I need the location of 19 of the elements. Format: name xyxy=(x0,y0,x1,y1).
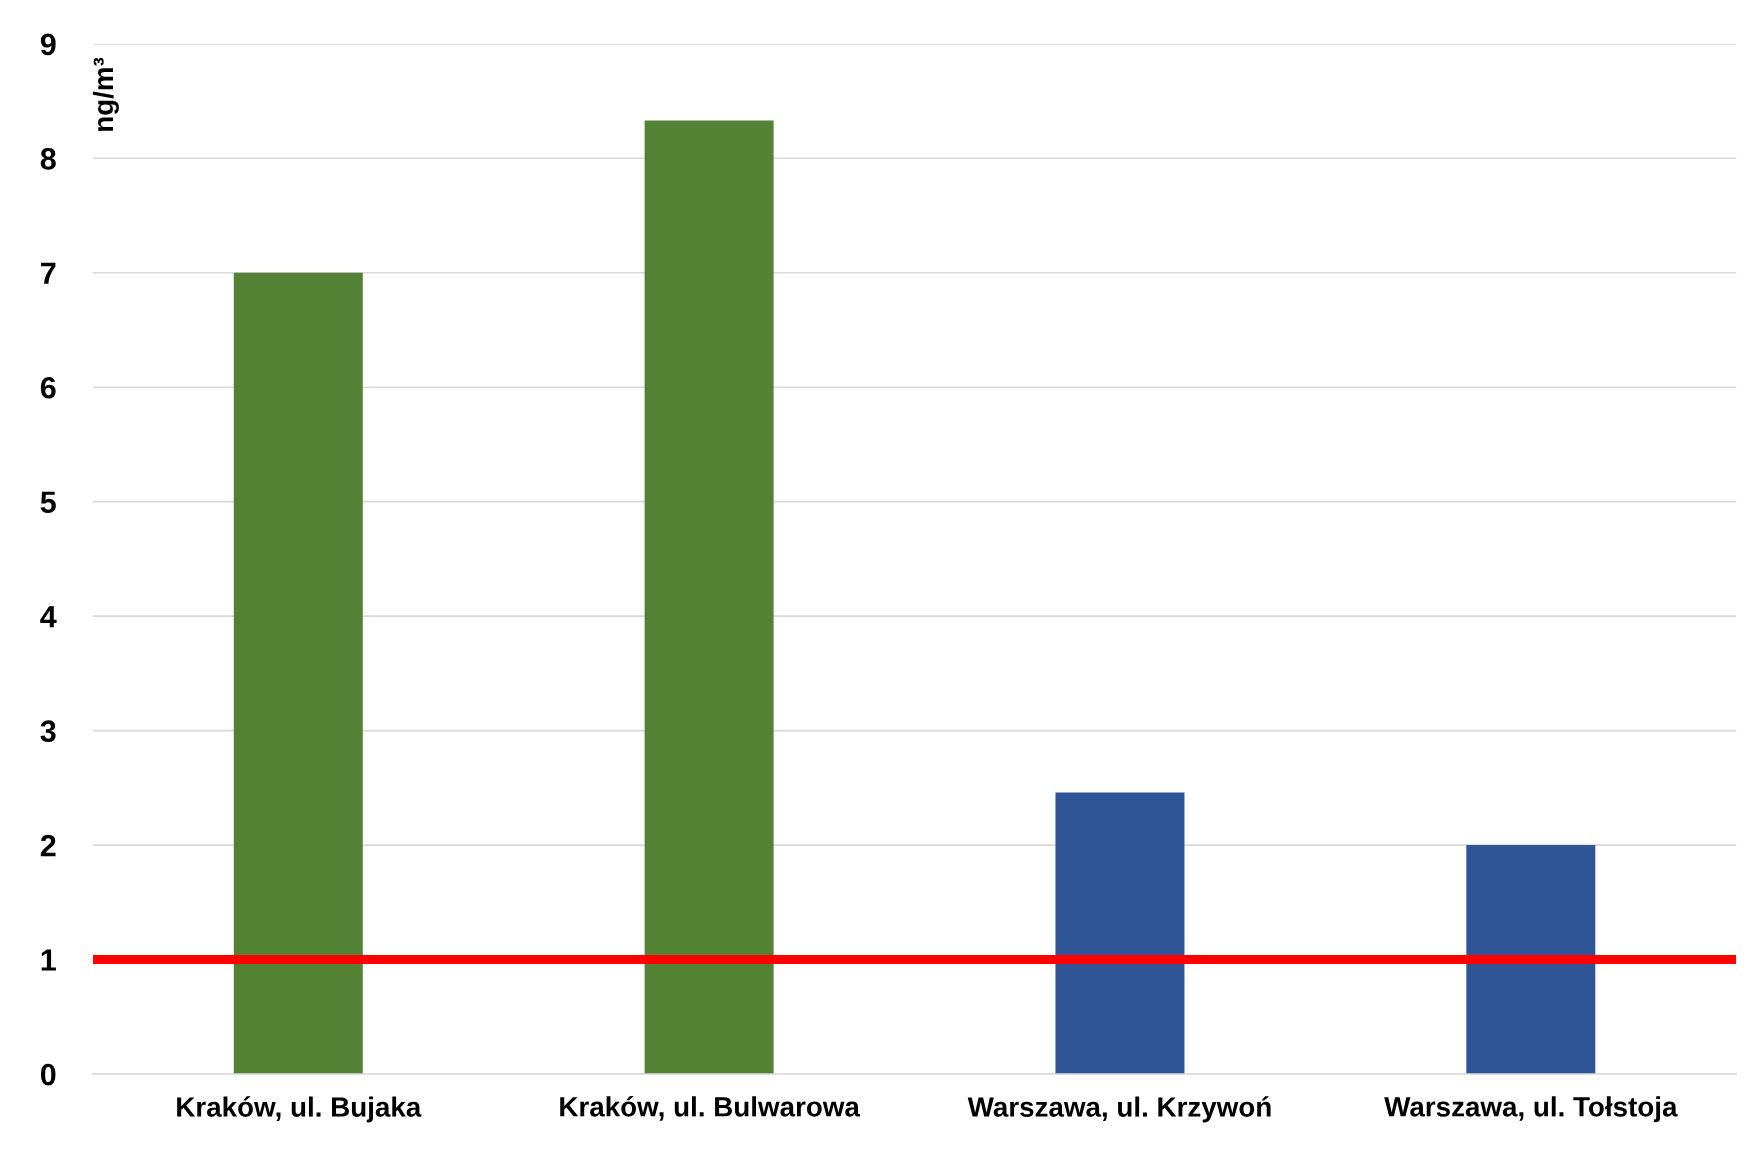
bar xyxy=(233,272,363,1075)
y-tick-label: 6 xyxy=(40,376,56,399)
y-tick-label: 7 xyxy=(41,262,56,284)
x-tick-label: Warszawa, ul. Tołstoja xyxy=(1384,1096,1678,1123)
x-tick-label: Kraków, ul. Bujaka xyxy=(177,1096,422,1123)
y-tick-label: 0 xyxy=(40,1063,56,1086)
y-tick-label: 4 xyxy=(40,606,57,628)
bar xyxy=(644,120,774,1075)
y-tick-label: 8 xyxy=(40,148,56,170)
y-tick-label: 1 xyxy=(41,949,56,971)
y-tick-label: 3 xyxy=(40,720,56,743)
x-tick-label: Warszawa, ul. Krzywoń xyxy=(967,1096,1271,1123)
bar xyxy=(1466,845,1596,1075)
bar xyxy=(1055,792,1185,1075)
y-axis-title: ng/m³ xyxy=(92,57,119,131)
y-tick-label: 2 xyxy=(40,834,56,857)
y-tick-label: 5 xyxy=(40,491,56,514)
y-tick-label: 9 xyxy=(40,33,56,56)
x-tick-label: Kraków, ul. Bulwarowa xyxy=(560,1096,861,1121)
